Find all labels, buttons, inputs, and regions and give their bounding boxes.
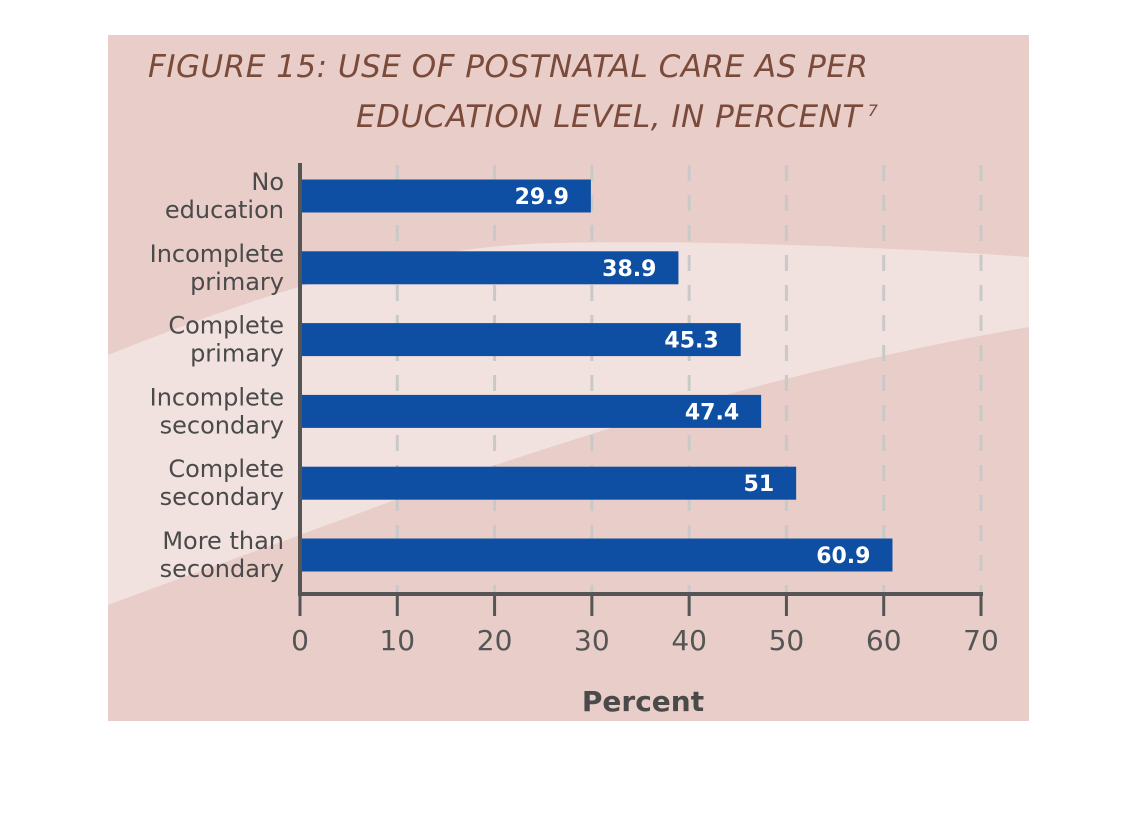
category-label: secondary <box>160 555 284 583</box>
category-label: No <box>251 168 284 196</box>
x-axis-title: Percent <box>582 685 704 718</box>
category-label: More than <box>162 527 284 555</box>
x-tick-label: 40 <box>671 624 707 657</box>
chart-title-line-2-text: EDUCATION LEVEL, IN PERCENT <box>356 99 862 135</box>
labels: 29.9Noeducation38.9Incompleteprimary45.3… <box>150 168 999 718</box>
bar-value-label: 45.3 <box>664 329 718 354</box>
category-label: primary <box>190 340 284 368</box>
bar <box>300 179 591 213</box>
bar <box>300 323 741 357</box>
bars <box>300 179 893 572</box>
x-tick-label: 50 <box>769 624 805 657</box>
category-label: Complete <box>168 312 284 340</box>
x-tick-label: 60 <box>866 624 902 657</box>
category-label: secondary <box>160 411 284 439</box>
chart-title-line-1: FIGURE 15: USE OF POSTNATAL CARE AS PER <box>148 49 869 85</box>
bar-value-label: 47.4 <box>685 400 739 425</box>
category-label: secondary <box>160 483 284 511</box>
category-label: Complete <box>168 455 284 483</box>
bar <box>300 251 679 285</box>
title-footnote: 7 <box>867 101 879 120</box>
bar <box>300 538 893 572</box>
bar <box>300 466 797 500</box>
axes <box>298 163 983 616</box>
x-tick-label: 10 <box>379 624 415 657</box>
bar-value-label: 38.9 <box>602 257 656 282</box>
x-tick-label: 30 <box>574 624 610 657</box>
chart-figure: FIGURE 15: USE OF POSTNATAL CARE AS PER … <box>108 35 1029 721</box>
x-tick-label: 70 <box>963 624 999 657</box>
bar-value-label: 51 <box>744 472 775 497</box>
bar <box>300 394 762 428</box>
bar-value-label: 60.9 <box>816 544 870 569</box>
x-tick-label: 20 <box>477 624 513 657</box>
x-tick-label: 0 <box>291 624 309 657</box>
chart-title-line-2: EDUCATION LEVEL, IN PERCENT 7 <box>356 99 878 135</box>
category-label: primary <box>190 268 284 296</box>
category-label: Incomplete <box>150 240 284 268</box>
bar-value-label: 29.9 <box>515 185 569 210</box>
category-label: education <box>165 196 284 224</box>
gridlines <box>395 165 983 594</box>
category-label: Incomplete <box>150 383 284 411</box>
bar-chart: 29.9Noeducation38.9Incompleteprimary45.3… <box>150 163 999 718</box>
